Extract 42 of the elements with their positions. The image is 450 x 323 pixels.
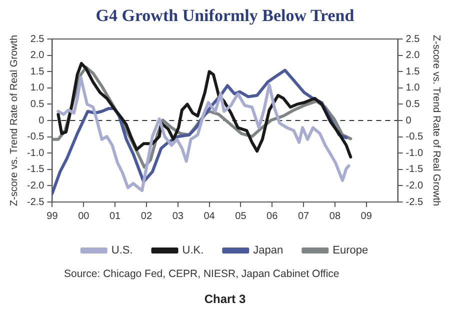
y-tick-label: -1.5 <box>26 164 45 176</box>
x-tick-label: 06 <box>266 210 278 222</box>
y2-tick-label: -1.0 <box>406 148 424 159</box>
y2-tick-label: -0.5 <box>406 132 424 143</box>
legend-label: U.S. <box>111 244 133 257</box>
x-tick-label: 07 <box>298 210 310 222</box>
y2-axis-title: Z-score vs. Trend Rate of Real Growth <box>430 34 442 206</box>
y2-tick-label: 2.5 <box>406 34 420 45</box>
x-tick-label: 03 <box>172 210 184 222</box>
x-tick-label: 01 <box>109 210 122 222</box>
x-tick-label: 09 <box>360 210 372 222</box>
legend-label: Japan <box>253 244 284 257</box>
y-tick-label: -1.0 <box>26 148 45 159</box>
x-tick-label: 99 <box>46 210 58 222</box>
y-tick-label: 1.5 <box>30 66 45 78</box>
caption: Chart 3 <box>203 292 247 306</box>
y2-tick-label: 0 <box>406 115 412 126</box>
y2-tick-label: 1.5 <box>406 66 420 78</box>
y-tick-label: -2.5 <box>26 196 45 208</box>
y-tick-label: -2.0 <box>26 180 45 192</box>
y2-tick-label: -2.5 <box>406 196 424 208</box>
x-tick-label: 00 <box>78 210 90 222</box>
y-tick-label: 0 <box>38 115 45 126</box>
y-tick-label: 2.0 <box>30 50 45 62</box>
y2-tick-label: 2.0 <box>406 50 420 62</box>
y2-tick-label: -2.0 <box>406 180 424 192</box>
y2-tick-label: 0.5 <box>406 98 420 110</box>
y-tick-label: 0.5 <box>30 98 45 110</box>
y2-tick-label: -1.5 <box>406 164 424 176</box>
y-tick-label: 2.5 <box>30 34 45 45</box>
y2-tick-label: 1.0 <box>406 82 420 94</box>
chart-title: G4 Growth Uniformly Below Trend <box>94 5 356 27</box>
y-axis-title: Z-score vs. Trend Rate of Real Growth <box>8 34 20 206</box>
source-note: Source: Chicago Fed, CEPR, NIESR, Japan Cabinet Office <box>63 268 340 280</box>
y-tick-label: 1.0 <box>30 82 45 94</box>
x-tick-label: 04 <box>204 210 216 222</box>
legend-label: Europe <box>332 244 368 257</box>
x-tick-label: 08 <box>329 210 341 222</box>
x-tick-label: 02 <box>140 210 152 222</box>
legend-label: U.K. <box>182 244 204 257</box>
x-tick-label: 05 <box>235 210 247 222</box>
y-tick-label: -0.5 <box>26 132 45 143</box>
